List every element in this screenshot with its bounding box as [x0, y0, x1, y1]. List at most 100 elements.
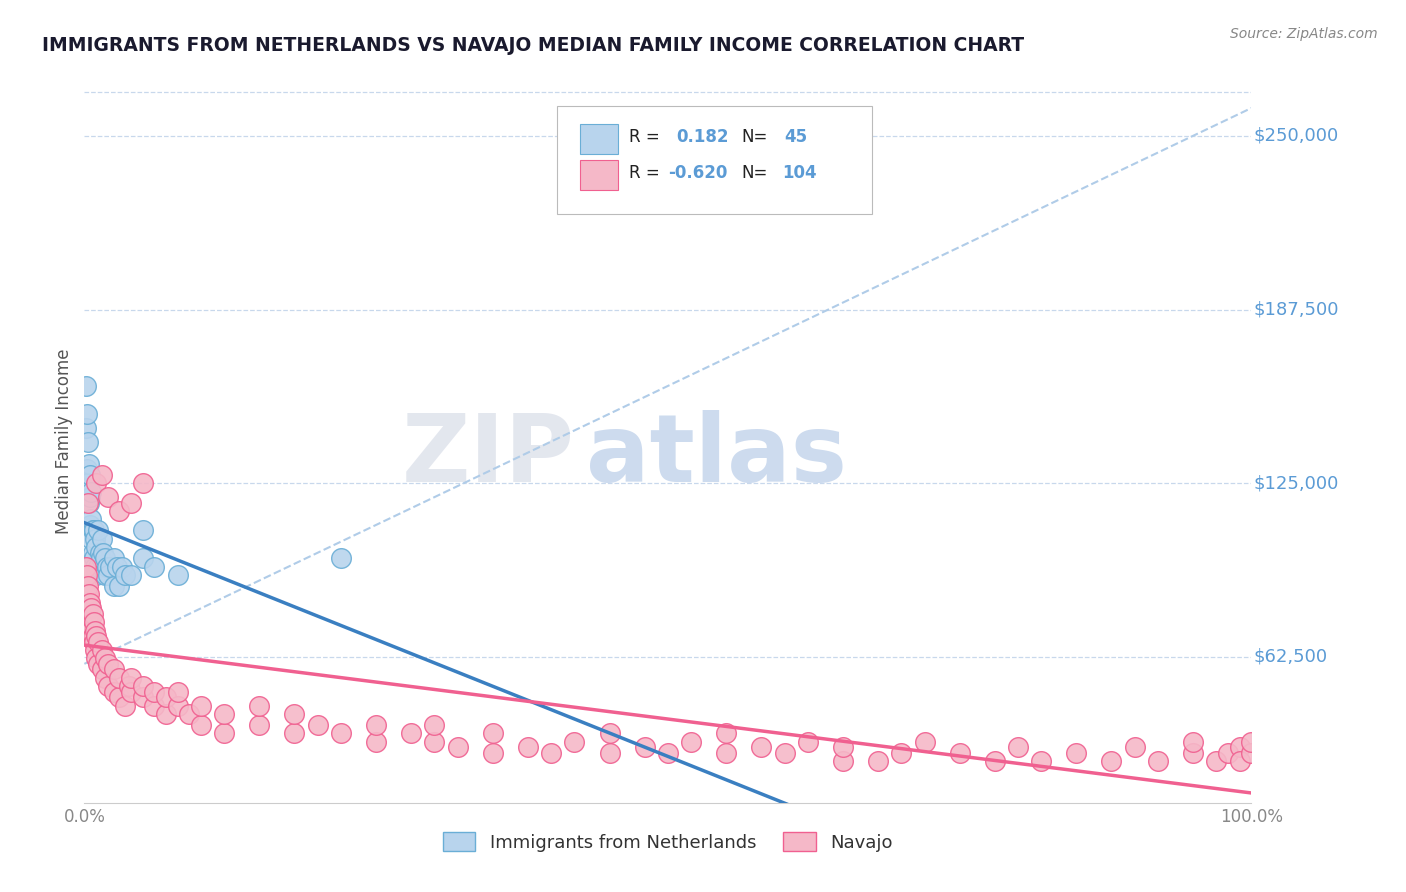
Point [716, 746, 738, 760]
Point [1181, 746, 1204, 760]
Point [797, 734, 820, 748]
Legend: Immigrants from Netherlands, Navajo: Immigrants from Netherlands, Navajo [436, 825, 900, 859]
Point [83, 634, 105, 648]
Point [82, 629, 104, 643]
Text: $62,500: $62,500 [1254, 648, 1327, 666]
Point [366, 718, 388, 732]
Point [83, 532, 105, 546]
Point [1123, 740, 1146, 755]
Point [330, 551, 353, 566]
Point [76, 434, 98, 449]
Point [132, 476, 155, 491]
Point [84, 568, 107, 582]
Point [77, 607, 100, 621]
Point [540, 746, 562, 760]
Point [1147, 754, 1170, 768]
Point [87, 524, 110, 538]
Point [307, 718, 329, 732]
Point [89, 546, 111, 560]
Point [832, 740, 855, 755]
Point [108, 671, 131, 685]
Point [83, 624, 105, 638]
Point [120, 671, 142, 685]
Point [249, 718, 271, 732]
Point [83, 551, 105, 566]
Point [75, 579, 97, 593]
Point [832, 754, 855, 768]
Text: 45: 45 [785, 128, 807, 145]
Point [84, 476, 107, 491]
Point [108, 504, 131, 518]
Point [76, 601, 98, 615]
Point [1181, 734, 1204, 748]
Text: $250,000: $250,000 [1254, 127, 1339, 145]
Text: atlas: atlas [586, 410, 848, 502]
Point [82, 607, 104, 621]
Point [423, 718, 446, 732]
Text: N=: N= [741, 128, 768, 145]
Point [94, 651, 117, 665]
Point [87, 657, 110, 671]
Point [120, 568, 142, 582]
Point [80, 601, 103, 615]
Point [79, 596, 101, 610]
Point [564, 734, 586, 748]
Point [190, 718, 212, 732]
Point [75, 420, 97, 434]
Point [84, 540, 107, 554]
Point [90, 643, 112, 657]
Point [83, 615, 105, 630]
FancyBboxPatch shape [581, 160, 617, 190]
Point [76, 407, 98, 421]
Point [633, 740, 655, 755]
Point [80, 512, 103, 526]
Point [866, 754, 889, 768]
Point [82, 524, 104, 538]
Point [366, 734, 388, 748]
Point [83, 643, 105, 657]
Point [77, 457, 100, 471]
Point [330, 726, 353, 740]
Point [80, 484, 103, 499]
Point [77, 496, 100, 510]
Point [132, 690, 155, 705]
Point [657, 746, 679, 760]
Text: $187,500: $187,500 [1254, 301, 1339, 318]
Point [1031, 754, 1053, 768]
Point [1240, 746, 1263, 760]
Point [96, 559, 118, 574]
Point [108, 690, 131, 705]
Point [111, 559, 134, 574]
Point [1216, 746, 1239, 760]
Point [94, 568, 117, 582]
Point [166, 698, 188, 713]
Point [76, 462, 98, 476]
Point [155, 690, 177, 705]
Point [87, 559, 110, 574]
Text: -0.620: -0.620 [668, 164, 727, 182]
Point [83, 559, 105, 574]
Point [143, 559, 166, 574]
Point [90, 551, 112, 566]
Point [1240, 734, 1263, 748]
Point [249, 698, 271, 713]
Point [1205, 754, 1227, 768]
Point [79, 490, 101, 504]
Point [214, 726, 236, 740]
Point [1066, 746, 1088, 760]
Point [447, 740, 470, 755]
Point [75, 559, 97, 574]
Point [80, 532, 103, 546]
Point [94, 551, 117, 566]
Point [155, 706, 177, 721]
Point [77, 587, 100, 601]
Point [120, 684, 142, 698]
Point [97, 568, 120, 582]
Point [76, 496, 98, 510]
Point [114, 568, 136, 582]
Point [166, 684, 188, 698]
Point [481, 726, 505, 740]
Point [481, 746, 505, 760]
Point [103, 551, 125, 566]
Point [87, 634, 110, 648]
